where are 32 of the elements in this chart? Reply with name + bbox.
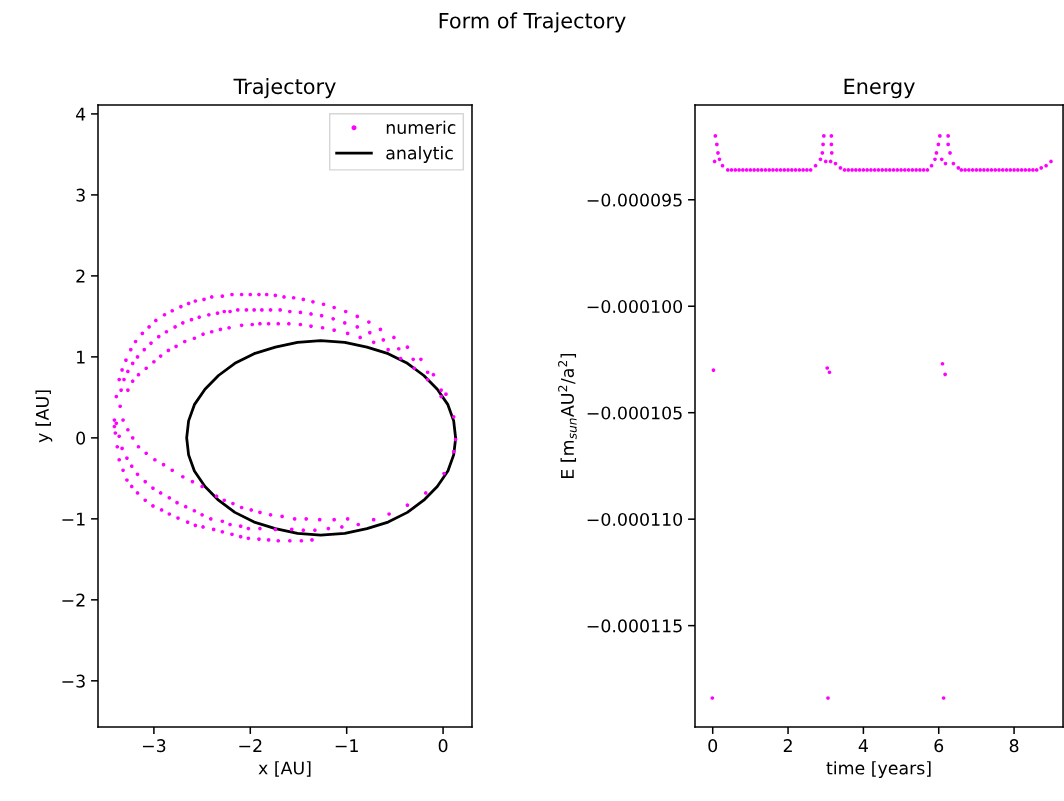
y-tick-label: −0.000110 — [587, 512, 683, 527]
y-tick-label: −0.000115 — [587, 619, 682, 633]
x-tick-label: −1 — [335, 739, 358, 752]
y-tick-label: −0.000095 — [587, 193, 682, 207]
y-axis-title: y [AU] — [35, 390, 53, 443]
x-tick-label: 2 — [783, 739, 792, 752]
chart-title: Trajectory — [233, 78, 336, 99]
x-tick-label: 0 — [708, 739, 718, 753]
text: Form of Trajectory — [439, 12, 626, 33]
y-tick-label: −0.000100 — [587, 299, 683, 314]
y-tick-label: 1 — [77, 350, 85, 364]
y-tick-label: 4 — [75, 107, 86, 121]
y-tick-label: 3 — [76, 188, 85, 202]
y-axis-title: E [m$_{sun}$AU$^{2}$/a$^{2}$] — [558, 353, 577, 478]
y-tick-label: −2 — [62, 593, 85, 607]
y-tick-label: 2 — [76, 269, 85, 283]
x-tick-label: 6 — [934, 739, 944, 753]
x-axis-title: time [years] — [826, 761, 931, 778]
line-series — [185, 339, 457, 537]
x-tick-label: −3 — [142, 739, 166, 753]
y-tick-label: −0.000105 — [587, 406, 682, 420]
x-axis-title: x [AU] — [258, 761, 311, 777]
x-tick-label: 0 — [438, 739, 448, 753]
chart-title: Energy — [844, 78, 915, 99]
x-tick-label: 8 — [1009, 739, 1019, 753]
y-tick-label: −3 — [62, 674, 85, 688]
x-tick-label: 4 — [858, 739, 868, 752]
legend-label: analytic — [386, 146, 453, 163]
legend-label: numeric — [386, 120, 456, 135]
y-tick-label: −1 — [62, 512, 85, 526]
y-tick-label: 0 — [76, 431, 86, 445]
x-tick-label: −2 — [239, 739, 262, 752]
